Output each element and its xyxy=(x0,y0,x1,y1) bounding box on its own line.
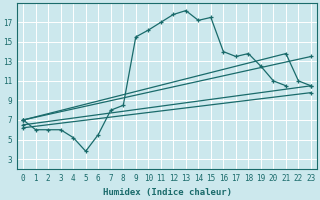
X-axis label: Humidex (Indice chaleur): Humidex (Indice chaleur) xyxy=(102,188,232,197)
